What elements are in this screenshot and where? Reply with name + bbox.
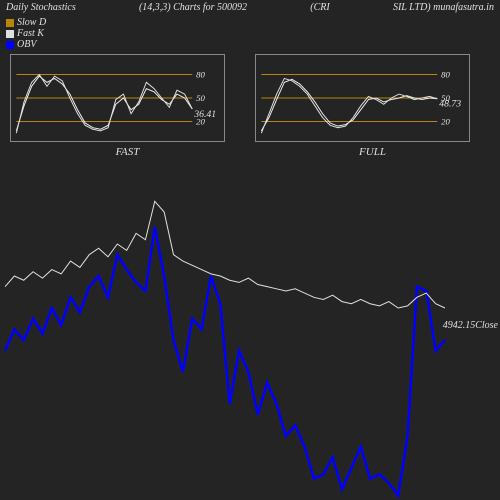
- mini-chart-full: 20508048.73: [255, 54, 470, 142]
- subtitle-full: FULL: [255, 146, 490, 158]
- swatch-obv: [6, 41, 14, 49]
- legend: Slow D Fast K OBV: [0, 15, 500, 52]
- mini-chart-fast: 20508036.41: [10, 54, 225, 142]
- svg-text:36.41: 36.41: [193, 109, 216, 120]
- legend-item-slow: Slow D: [6, 17, 494, 28]
- mini-fast-svg: 20508036.41: [11, 55, 224, 141]
- subtitle-fast: FAST: [10, 146, 245, 158]
- params: (14,3,3) Charts for 500092: [139, 2, 247, 13]
- legend-item-fast: Fast K: [6, 28, 494, 39]
- svg-text:80: 80: [441, 69, 450, 79]
- symbol: (CRI: [310, 2, 329, 13]
- close-value-label: 4942.15Close: [443, 320, 498, 331]
- mini-full-svg: 20508048.73: [256, 55, 469, 141]
- svg-text:20: 20: [441, 116, 450, 126]
- svg-text:80: 80: [196, 69, 205, 79]
- swatch-slow: [6, 19, 14, 27]
- swatch-fast: [6, 30, 14, 38]
- legend-label-obv: OBV: [17, 39, 36, 50]
- legend-item-obv: OBV: [6, 39, 494, 50]
- main-svg: [0, 180, 500, 500]
- svg-text:50: 50: [196, 93, 205, 103]
- mini-fast-wrap: 20508036.41 FAST: [10, 54, 245, 158]
- mini-full-wrap: 20508048.73 FULL: [255, 54, 490, 158]
- company-site: SIL LTD) munafasutra.in: [393, 2, 494, 13]
- main-chart: 4942.15Close: [0, 180, 500, 500]
- svg-text:48.73: 48.73: [439, 99, 461, 110]
- legend-label-slow: Slow D: [17, 17, 46, 28]
- mini-charts-row: 20508036.41 FAST 20508048.73 FULL: [0, 54, 500, 158]
- header-bar: Daily Stochastics (14,3,3) Charts for 50…: [0, 0, 500, 15]
- title: Daily Stochastics: [6, 2, 76, 13]
- legend-label-fast: Fast K: [17, 28, 44, 39]
